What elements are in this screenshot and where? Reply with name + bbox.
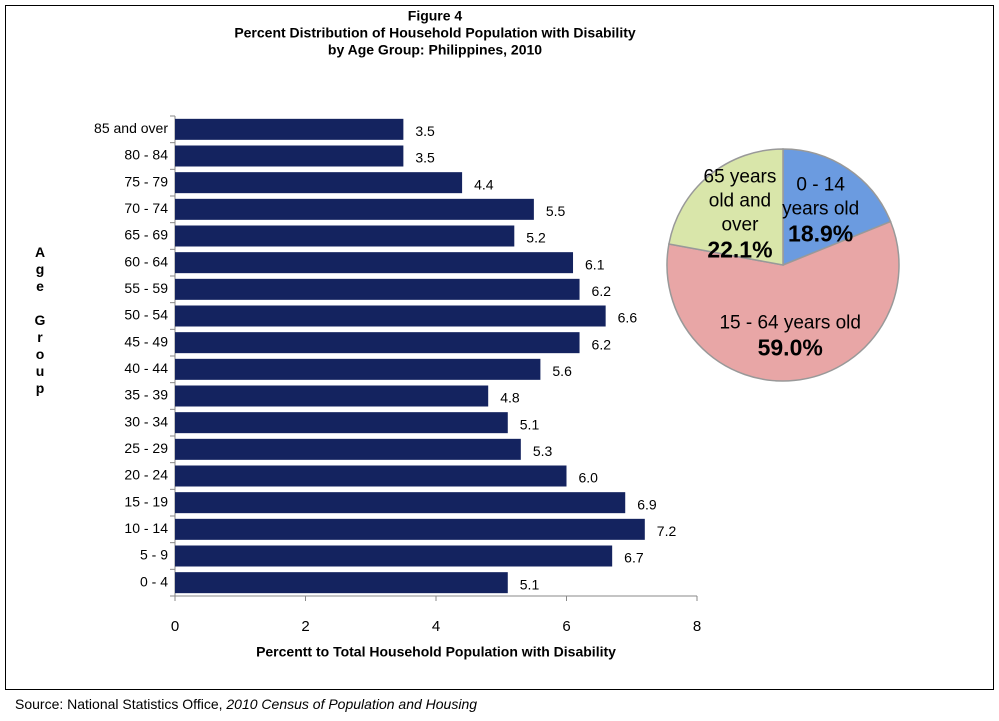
bar xyxy=(175,572,508,594)
pie-label: 65 years old and over 22.1% xyxy=(692,166,788,265)
data-label: 6.0 xyxy=(579,470,599,486)
x-tick-label: 6 xyxy=(562,618,570,635)
data-label: 4.8 xyxy=(500,390,520,406)
data-label: 6.2 xyxy=(592,336,612,352)
y-tick-label: 15 - 19 xyxy=(124,493,168,509)
data-label: 6.1 xyxy=(585,256,605,272)
data-label: 6.9 xyxy=(637,496,657,512)
y-tick-label: 65 - 69 xyxy=(124,227,168,243)
bar xyxy=(175,278,580,300)
bar xyxy=(175,385,489,407)
title: Percent Distribution of Household Popula… xyxy=(234,25,636,41)
data-label: 7.2 xyxy=(657,523,677,539)
data-label: 5.6 xyxy=(552,363,572,379)
x-axis-title: Percentt to Total Household Population w… xyxy=(256,644,616,660)
bar xyxy=(175,545,613,567)
source-text: Source: National Statistics Office, xyxy=(15,696,223,712)
x-tick-label: 8 xyxy=(693,618,701,635)
data-label: 5.1 xyxy=(520,576,540,592)
slice-name: 0 - 14 years old xyxy=(782,174,860,220)
source-title: 2010 Census of Population and Housing xyxy=(226,696,478,712)
y-tick-label: 60 - 64 xyxy=(124,253,168,269)
data-label: 5.5 xyxy=(546,203,566,219)
y-tick-label: 30 - 34 xyxy=(124,413,168,429)
bar xyxy=(175,118,404,140)
data-label: 6.7 xyxy=(624,550,644,566)
y-axis-title: Age Group xyxy=(32,244,48,397)
data-label: 5.1 xyxy=(520,416,540,432)
x-tick-label: 2 xyxy=(301,618,309,635)
bar xyxy=(175,145,404,167)
bar xyxy=(175,518,645,540)
y-tick-label: 85 and over xyxy=(94,120,168,136)
bar xyxy=(175,358,541,380)
y-tick-label: 75 - 79 xyxy=(124,173,168,189)
bar xyxy=(175,198,534,220)
y-tick-label: 80 - 84 xyxy=(124,147,168,163)
slice-name: 15 - 64 years old xyxy=(719,312,861,334)
slice-value: 18.9% xyxy=(788,220,854,247)
bar xyxy=(175,492,626,514)
x-tick-label: 0 xyxy=(171,618,179,635)
pie-slice xyxy=(782,148,892,267)
y-tick-label: 10 - 14 xyxy=(124,520,168,536)
y-tick-label: 70 - 74 xyxy=(124,200,168,216)
bar xyxy=(175,172,463,194)
pie-slice xyxy=(666,220,900,382)
y-tick-label: 40 - 44 xyxy=(124,360,168,376)
bar xyxy=(175,412,508,434)
y-tick-label: 45 - 49 xyxy=(124,333,168,349)
data-label: 4.4 xyxy=(474,176,494,192)
data-label: 6.6 xyxy=(618,310,638,326)
title: by Age Group: Philippines, 2010 xyxy=(328,42,542,58)
y-tick-label: 35 - 39 xyxy=(124,387,168,403)
y-tick-label: 55 - 59 xyxy=(124,280,168,296)
source: Source: National Statistics Office, 2010… xyxy=(15,696,477,712)
bar xyxy=(175,438,521,460)
bar xyxy=(175,252,574,274)
data-label: 6.2 xyxy=(592,283,612,299)
pie-label: 15 - 64 years old 59.0% xyxy=(719,311,861,362)
title: Figure 4 xyxy=(408,8,463,24)
bar xyxy=(175,225,515,247)
bar xyxy=(175,305,606,327)
slice-value: 22.1% xyxy=(707,236,773,263)
y-tick-label: 25 - 29 xyxy=(124,440,168,456)
y-tick-label: 20 - 24 xyxy=(124,467,168,483)
pie-slice xyxy=(668,148,784,266)
data-label: 3.5 xyxy=(415,123,435,139)
data-label: 5.3 xyxy=(533,443,553,459)
bar xyxy=(175,465,567,487)
pie-label: 0 - 14 years old 18.9% xyxy=(773,174,869,249)
frame xyxy=(5,5,994,690)
y-tick-label: 5 - 9 xyxy=(140,547,168,563)
slice-value: 59.0% xyxy=(757,334,823,361)
slice-name: 65 years old and over xyxy=(703,166,777,236)
y-tick-label: 50 - 54 xyxy=(124,307,168,323)
x-tick-label: 4 xyxy=(432,618,440,635)
y-tick-label: 0 - 4 xyxy=(140,573,168,589)
bar xyxy=(175,332,580,354)
data-label: 5.2 xyxy=(526,230,546,246)
data-label: 3.5 xyxy=(415,150,435,166)
